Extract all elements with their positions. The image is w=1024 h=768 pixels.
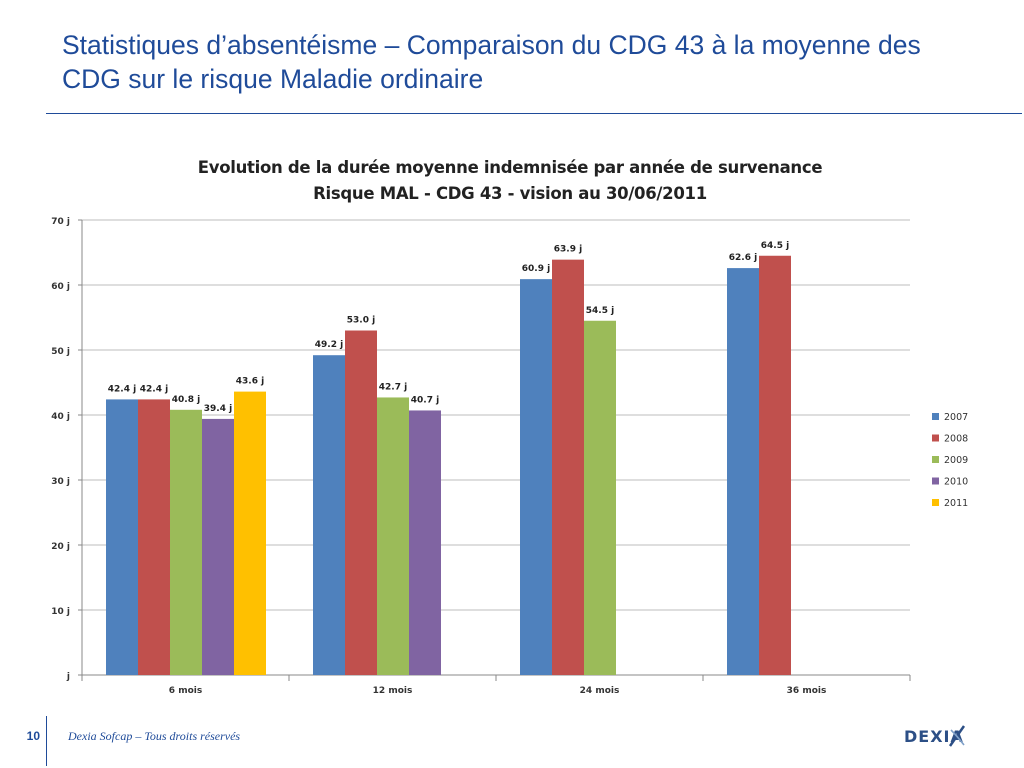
data-label: 54.5 j [586, 306, 614, 316]
copyright-notice: Dexia Sofcap – Tous droits réservés [68, 729, 241, 743]
legend-swatch-2011 [932, 499, 939, 506]
y-tick-label: 50 j [51, 347, 70, 357]
bar-2008 [552, 259, 584, 675]
chart-title-line-1: Evolution de la durée moyenne indemnisée… [197, 158, 823, 177]
legend-swatch-2008 [932, 434, 939, 442]
data-label: 42.4 j [140, 384, 168, 394]
bar-2009 [377, 397, 409, 675]
legend-swatch-2009 [932, 456, 939, 463]
logo-x-icon [948, 725, 966, 747]
bar-2007 [520, 279, 552, 675]
data-label: 42.7 j [379, 382, 407, 392]
data-label: 64.5 j [761, 241, 789, 251]
logo-wordmark: DEXIA [904, 727, 964, 746]
bar-2008 [759, 255, 791, 675]
y-tick-label: j [66, 672, 70, 682]
x-tick-label: 36 mois [787, 686, 827, 696]
bar-2008 [345, 330, 377, 675]
footer-divider [46, 716, 47, 766]
data-label: 53.0 j [347, 316, 375, 326]
y-tick-label: 60 j [51, 282, 70, 292]
y-tick-label: 70 j [51, 217, 70, 227]
data-labels: 42.4 j 42.4 j 40.8 j 39.4 j 43.6 j 49.2 j 53.0… [108, 241, 789, 414]
bar-2007 [313, 355, 345, 675]
chart-title-line-2: Risque MAL - CDG 43 - vision au 30/06/20… [313, 184, 707, 203]
data-label: 62.6 j [729, 253, 757, 263]
y-tick-label: 40 j [51, 412, 70, 422]
data-label: 43.6 j [236, 377, 264, 387]
y-tick-label: 20 j [51, 542, 70, 552]
x-tick-label: 12 mois [373, 686, 413, 696]
data-label: 60.9 j [522, 264, 550, 274]
x-tick-label: 24 mois [580, 686, 620, 696]
bar-2007 [727, 268, 759, 675]
bar-2010 [202, 418, 234, 675]
data-label: 40.8 j [172, 395, 200, 405]
legend-swatch-2007 [932, 413, 939, 420]
legend-label-2008: 2008 [944, 434, 968, 445]
chart-title: Evolution de la durée moyenne indemnisée… [110, 155, 910, 207]
page-number: 10 [26, 729, 40, 743]
legend-swatch-2010 [932, 477, 939, 485]
bar-2009 [584, 320, 616, 675]
data-label: 63.9 j [554, 245, 582, 255]
bar-2011 [234, 391, 266, 675]
data-label: 39.4 j [204, 404, 232, 414]
bar-2008 [138, 399, 170, 675]
y-tick-label: 30 j [51, 477, 70, 487]
slide-title: Statistiques d’absentéisme – Comparaison… [62, 30, 921, 94]
data-label: 49.2 j [315, 340, 343, 350]
legend-label-2007: 2007 [944, 412, 968, 423]
data-label: 40.7 j [411, 395, 439, 405]
data-label: 42.4 j [108, 384, 136, 394]
y-tick-label: 10 j [51, 607, 70, 617]
legend-label-2010: 2010 [944, 477, 968, 488]
bar-2007 [106, 399, 138, 675]
bar-chart: j 10 j 20 j 30 j 40 j 50 j 60 j 70 j 6 mois 12 mo… [51, 217, 968, 696]
title-divider [46, 113, 1022, 114]
bars [106, 255, 791, 675]
bar-2010 [409, 410, 441, 675]
legend-label-2009: 2009 [944, 455, 968, 466]
dexia-logo: DEXIA [904, 724, 976, 750]
bar-2009 [170, 409, 202, 675]
legend-label-2011: 2011 [944, 498, 968, 509]
x-tick-label: 6 mois [169, 686, 202, 696]
legend: 2007 2008 2009 2010 2011 [932, 412, 968, 509]
